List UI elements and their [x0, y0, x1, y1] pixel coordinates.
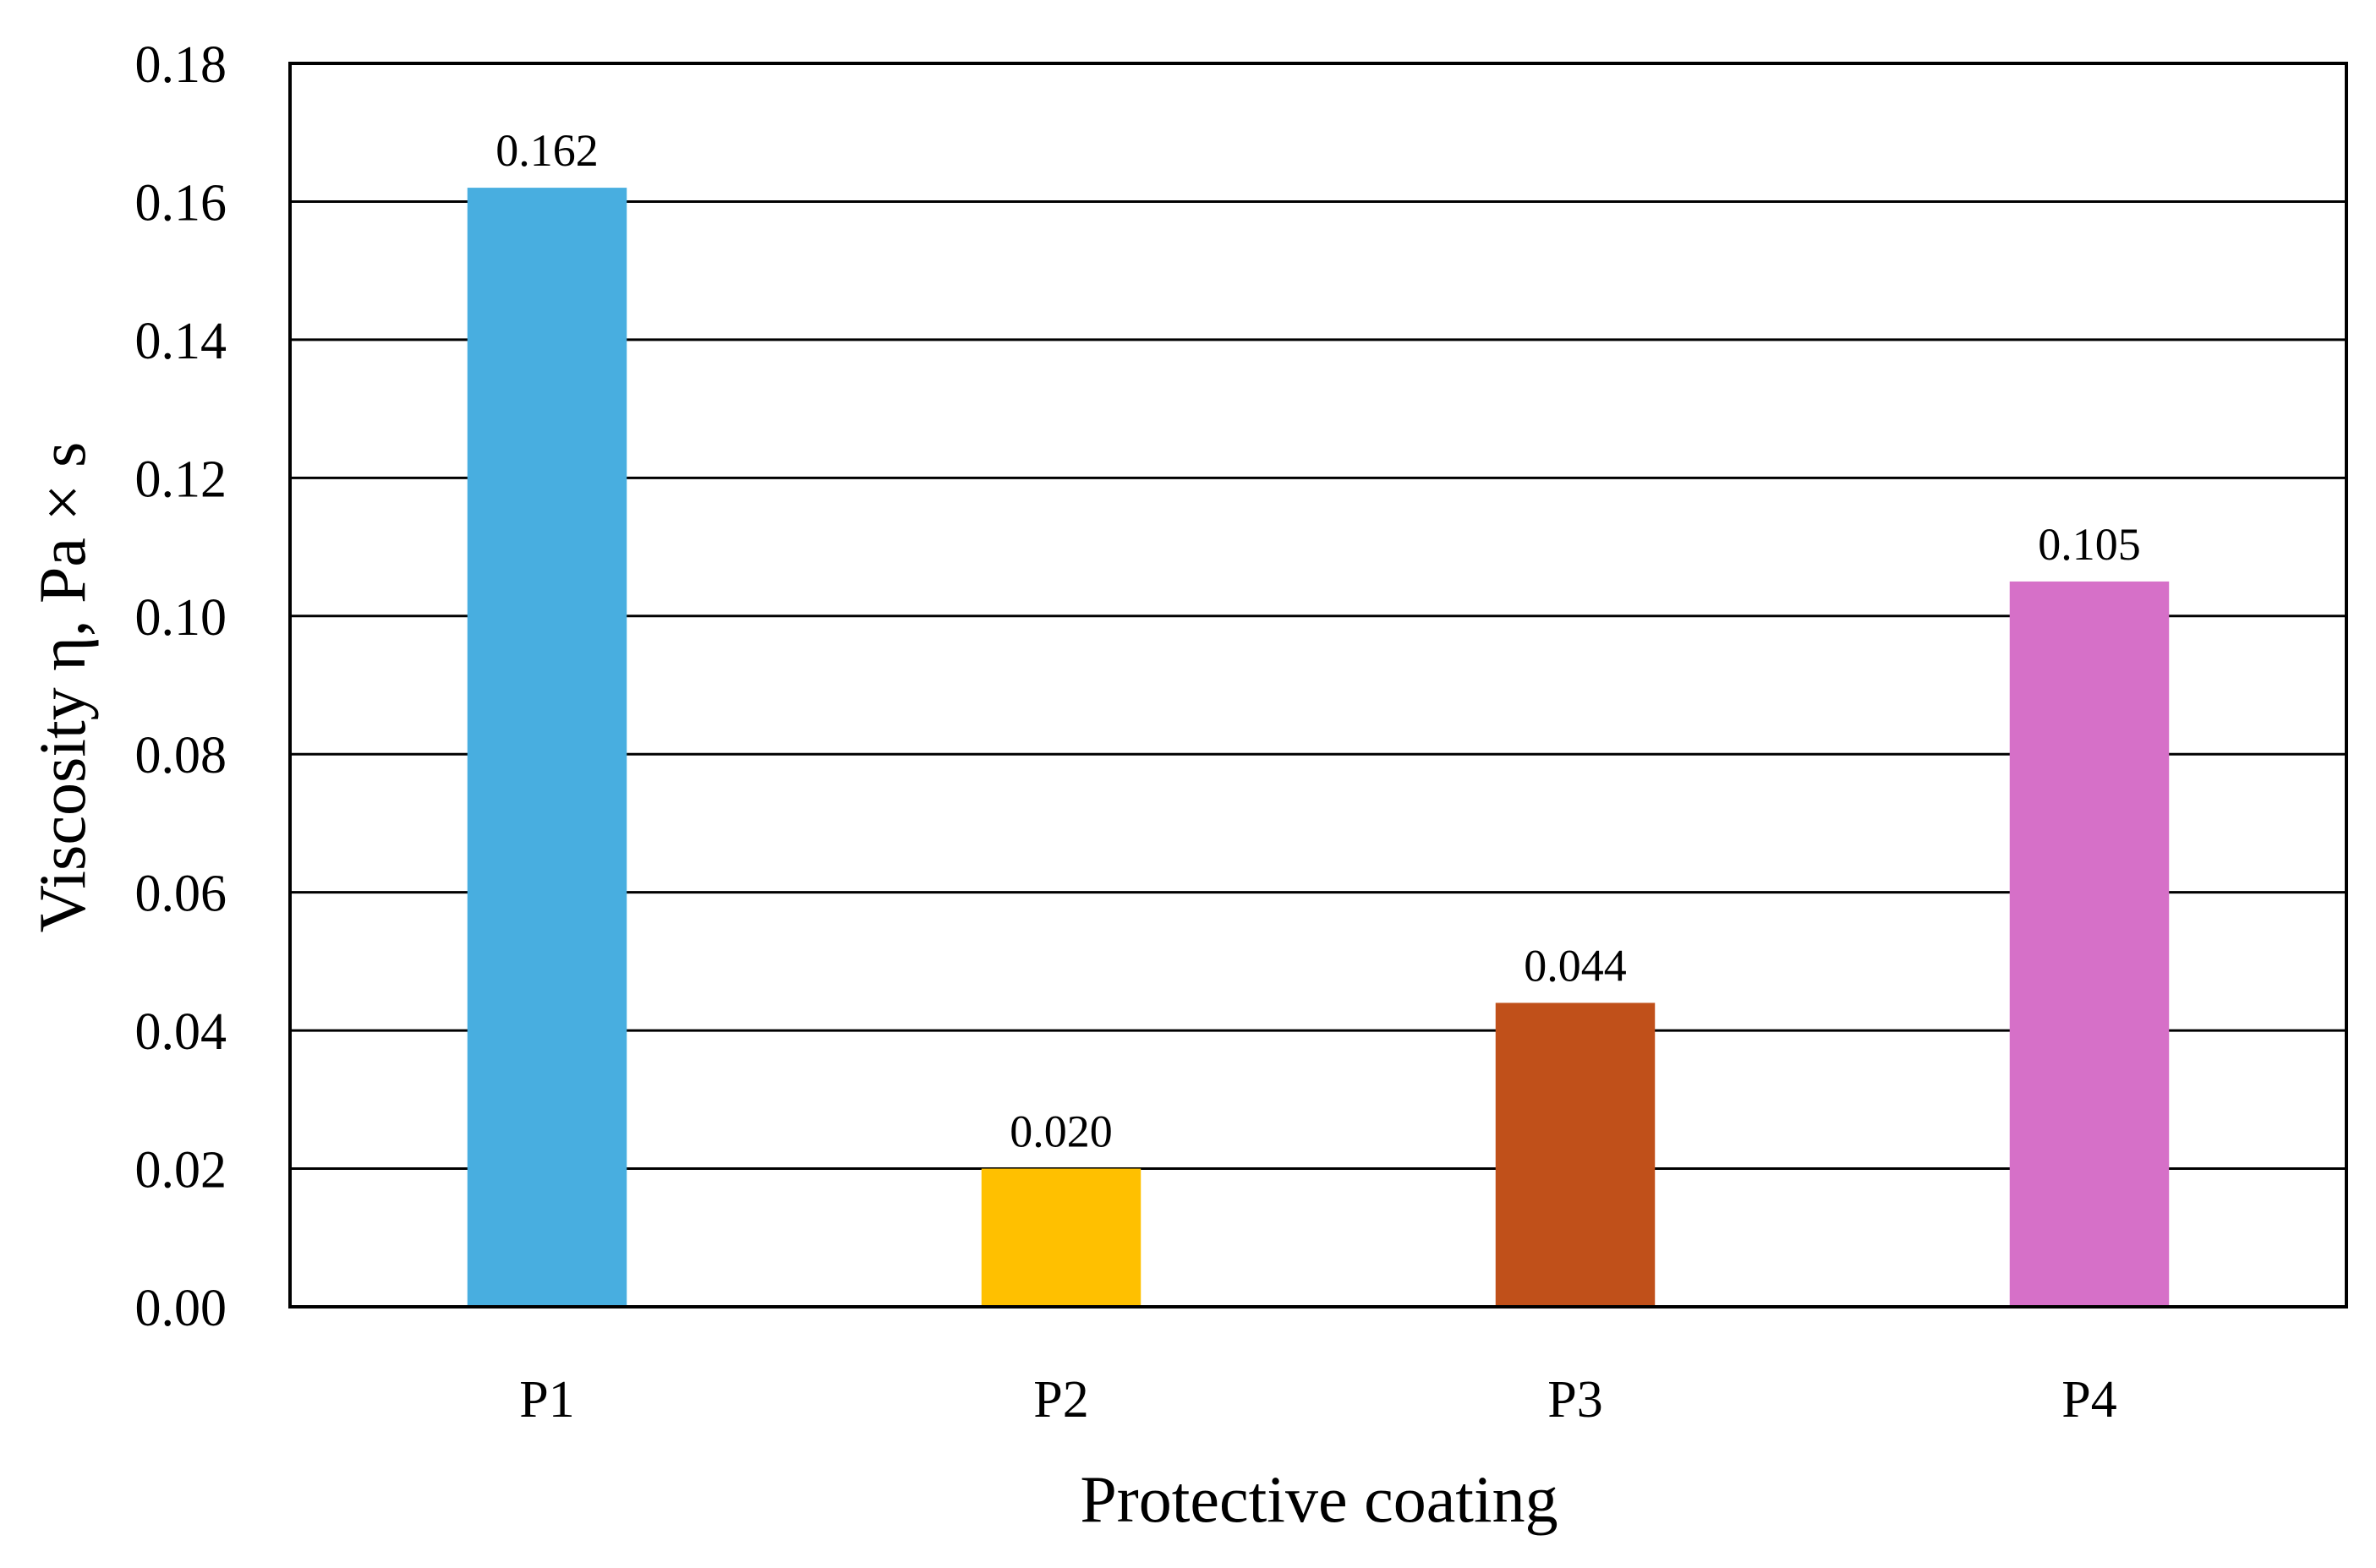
x-tick-label-p4: P4 [2061, 1371, 2116, 1429]
y-tick-label: 0.12 [135, 451, 227, 508]
y-tick-label: 0.16 [135, 174, 227, 232]
gridlines [290, 199, 2346, 1171]
y-tick-label: 0.04 [135, 1003, 227, 1061]
y-tick-label: 0.02 [135, 1142, 227, 1199]
y-tick-label: 0.18 [135, 36, 227, 94]
y-tick-label: 0.08 [135, 727, 227, 784]
data-label-p4: 0.105 [2038, 519, 2141, 570]
x-tick-label-p3: P3 [1547, 1371, 1602, 1429]
y-tick-label: 0.10 [135, 589, 227, 647]
y-tick-label: 0.14 [135, 313, 227, 370]
y-tick-label: 0.06 [135, 866, 227, 923]
y-axis-title: Viscosity η, Pa × s [25, 442, 99, 933]
x-tick-label-p1: P1 [519, 1371, 574, 1429]
x-axis-ticks: P1 P2 P3 P4 [519, 1371, 2116, 1429]
data-labels: 0.162 0.020 0.044 0.105 [495, 125, 2141, 1156]
bar-p3 [1495, 1003, 1656, 1307]
bar-p4 [2009, 581, 2170, 1307]
plot-frame [288, 62, 2348, 1308]
x-tick-label-p2: P2 [1033, 1371, 1088, 1429]
bars [467, 188, 2170, 1308]
data-label-p3: 0.044 [1524, 940, 1627, 991]
bar-p1 [467, 188, 627, 1308]
data-label-p2: 0.020 [1010, 1106, 1113, 1157]
x-axis-title: Protective coating [1080, 1462, 1558, 1536]
y-tick-label: 0.00 [135, 1280, 227, 1337]
bar-p2 [981, 1168, 1141, 1307]
data-label-p1: 0.162 [495, 125, 599, 176]
y-axis-ticks: 0.00 0.02 0.04 0.06 0.08 0.10 0.12 0.14 0.16 0.18 [135, 36, 227, 1337]
